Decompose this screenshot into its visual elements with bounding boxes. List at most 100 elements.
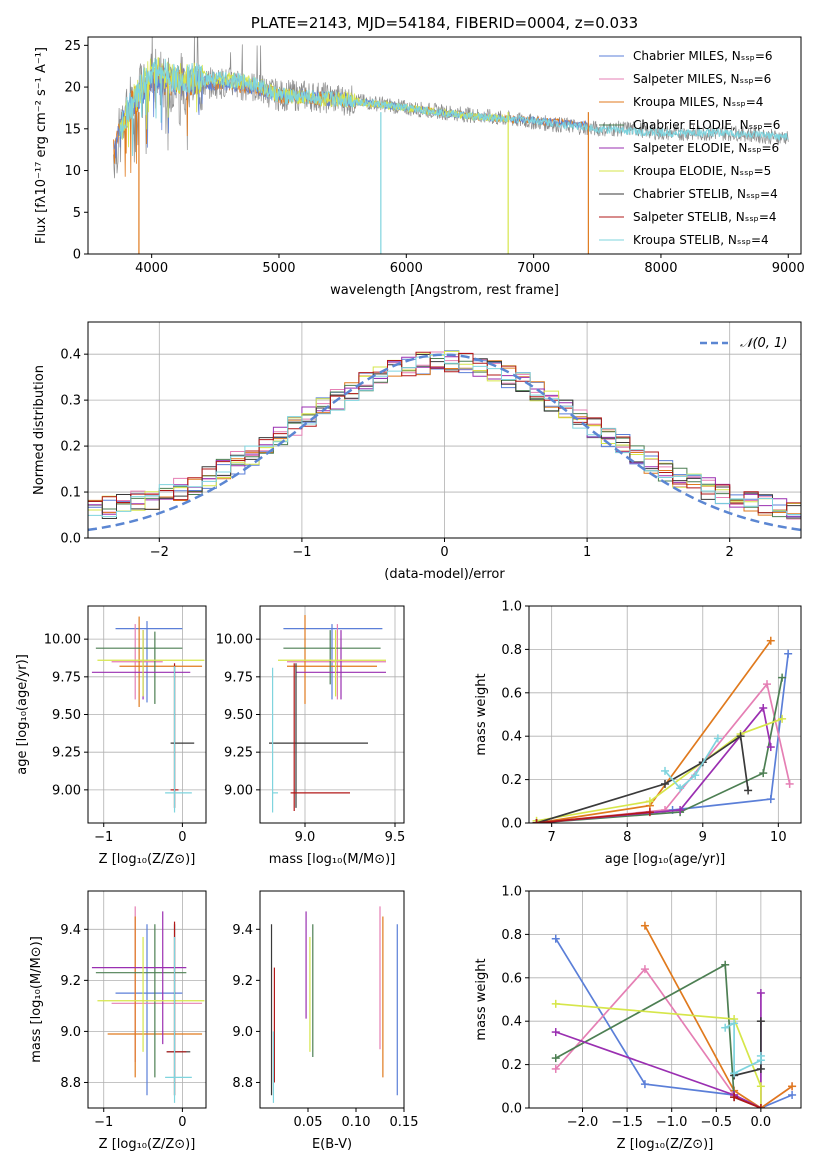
- spectrum-kroupa-stelib-line: [119, 57, 789, 157]
- tick-label-y: 9.00: [52, 783, 81, 798]
- plot-area: [91, 906, 205, 1103]
- legend: 𝒩(0, 1): [700, 336, 787, 351]
- legend-entry: Chabrier MILES, Nₛₛₚ=6: [633, 49, 773, 63]
- histogram-chabrier_stelib: [88, 353, 801, 519]
- tick-label-x: 6000: [390, 261, 423, 276]
- tick-label-y: 9.50: [52, 708, 81, 723]
- tick-label-y: 0.4: [60, 348, 81, 363]
- tick-label-y: 10: [64, 164, 81, 179]
- x-axis-label: mass [log₁₀(M/M⊙)]: [269, 852, 396, 867]
- legend-entry: Salpeter MILES, Nₛₛₚ=6: [633, 72, 771, 86]
- x-axis-label: Z [log₁₀(Z/Z⊙)]: [99, 852, 196, 867]
- legend-entry: Kroupa STELIB, Nₛₛₚ=4: [633, 233, 769, 247]
- tick-label-x: 0.15: [390, 1115, 419, 1130]
- chart-residuals: −2 −1 0 1 2 0.0 0.1 0.2 0.3 0.4 (data-model)/error…: [32, 321, 802, 582]
- tick-label-y: 9.25: [224, 746, 253, 761]
- y-axis-label: mass weight: [474, 958, 489, 1040]
- series-line-kroupa_elodie: [536, 718, 783, 822]
- tick-label-y: 0.3: [60, 394, 81, 409]
- series-line-salpeter_stelib: [733, 1096, 762, 1108]
- axes-frame: [87, 605, 207, 824]
- tick-label-y: 15: [64, 122, 81, 137]
- axes-frame: [87, 321, 802, 539]
- axes-frame: [528, 605, 802, 824]
- series-line-kroupa_stelib: [664, 737, 719, 790]
- tick-label-x: 5000: [262, 261, 295, 276]
- legend-entry: Chabrier ELODIE, Nₛₛₚ=6: [633, 118, 780, 132]
- tick-label-y: 20: [64, 81, 81, 96]
- tick-label-y: 8.8: [60, 1076, 81, 1091]
- axes-frame: [87, 36, 802, 255]
- tick-label-y: 0.6: [501, 686, 522, 701]
- tick-label-x: 9: [699, 830, 707, 845]
- chart-mass_vs_ebv: 0.05 0.10 0.15 8.8 9.0 9.2 9.4 E(B-V): [232, 890, 419, 1152]
- series-line-chabrier_elodie: [536, 677, 783, 823]
- tick-label-x: 0: [178, 1115, 186, 1130]
- tick-label-x: 0.0: [751, 1115, 772, 1130]
- tick-label-y: 9.2: [232, 974, 253, 989]
- tick-label-x: 10: [770, 830, 787, 845]
- tick-label-y: 0: [73, 248, 81, 263]
- y-axis-label: age [log₁₀(age/yr)]: [15, 654, 30, 775]
- plot-area: [91, 616, 205, 813]
- chart-spectrum: 4000 5000 6000 7000 8000 9000 0 5 10 15 20 25 wavele…: [34, 14, 805, 298]
- series-line-salpeter_stelib: [536, 811, 650, 823]
- plot-area: [551, 921, 797, 1108]
- tick-label-y: 9.75: [224, 670, 253, 685]
- tick-label-x: −2.0: [567, 1115, 599, 1130]
- tick-label-x: 4000: [135, 261, 168, 276]
- x-axis-label: age [log₁₀(age/yr)]: [605, 852, 726, 867]
- chart-age_vs_Z: −1 0 9.00 9.25 9.50 9.75 10.00 Z [log₁₀(Z/Z⊙)] a…: [15, 605, 207, 867]
- series-line-kroupa_elodie: [555, 1002, 762, 1108]
- tick-label-y: 9.0: [60, 1025, 81, 1040]
- legend-entry: Kroupa ELODIE, Nₛₛₚ=5: [633, 164, 771, 178]
- chart-age_vs_mass: 9.0 9.5 9.00 9.25 9.50 9.75 10.00 mass [log₁₀(M…: [216, 605, 406, 867]
- tick-label-x: −1.5: [611, 1115, 643, 1130]
- tick-label-y: 8.8: [232, 1076, 253, 1091]
- chart-mass_vs_Z: −1 0 8.8 9.0 9.2 9.4 Z [log₁₀(Z/Z⊙)] mass [log₁…: [29, 890, 207, 1152]
- legend-entry: 𝒩(0, 1): [740, 336, 787, 351]
- tick-label-x: 2: [726, 545, 734, 560]
- tick-label-x: −1: [94, 830, 113, 845]
- tick-label-y: 0.6: [501, 971, 522, 986]
- tick-label-y: 9.2: [60, 974, 81, 989]
- x-axis-label: E(B-V): [312, 1137, 352, 1152]
- tick-label-x: 9.5: [385, 830, 406, 845]
- tick-label-y: 9.4: [60, 923, 81, 938]
- tick-label-y: 1.0: [501, 885, 522, 900]
- legend-entry: Salpeter ELODIE, Nₛₛₚ=6: [633, 141, 779, 155]
- tick-label-x: 9.0: [295, 830, 316, 845]
- plot-area: [532, 636, 794, 823]
- tick-label-y: 5: [73, 206, 81, 221]
- axes-frame: [87, 890, 207, 1109]
- tick-label-x: −2: [150, 545, 169, 560]
- tick-label-x: −1: [94, 1115, 113, 1130]
- tick-label-y: 25: [64, 39, 81, 54]
- tick-label-x: −1: [292, 545, 311, 560]
- tick-label-y: 9.4: [232, 923, 253, 938]
- tick-label-y: 0.2: [60, 440, 81, 455]
- plot-area: [270, 906, 398, 1103]
- series-line-kroupa_miles: [644, 925, 793, 1108]
- tick-label-x: 8000: [644, 261, 677, 276]
- tick-label-x: 0: [440, 545, 448, 560]
- plot-area: [88, 350, 801, 532]
- plot-area: [113, 37, 789, 254]
- tick-label-x: 9000: [772, 261, 805, 276]
- histogram-salpeter_stelib: [88, 351, 801, 517]
- legend-entry: Kroupa MILES, Nₛₛₚ=4: [633, 95, 763, 109]
- tick-label-y: 0.4: [501, 730, 522, 745]
- axes-frame: [259, 890, 405, 1109]
- tick-label-y: 0.2: [501, 773, 522, 788]
- tick-label-x: 7: [548, 830, 556, 845]
- chart-mass_weight_vs_Z: −2.0 −1.5 −1.0 −0.5 0.0 0.0 0.2 0.4 0.6 0.8 1.0 Z […: [474, 885, 802, 1152]
- x-axis-label: wavelength [Angstrom, rest frame]: [330, 283, 559, 298]
- tick-label-x: 0.05: [294, 1115, 323, 1130]
- tick-label-y: 9.00: [224, 783, 253, 798]
- tick-label-x: −0.5: [700, 1115, 732, 1130]
- tick-label-x: 1: [583, 545, 591, 560]
- legend: Chabrier MILES, Nₛₛₚ=6 Salpeter MILES, Nₛ…: [599, 49, 780, 247]
- tick-label-y: 0.0: [501, 817, 522, 832]
- tick-label-y: 0.4: [501, 1015, 522, 1030]
